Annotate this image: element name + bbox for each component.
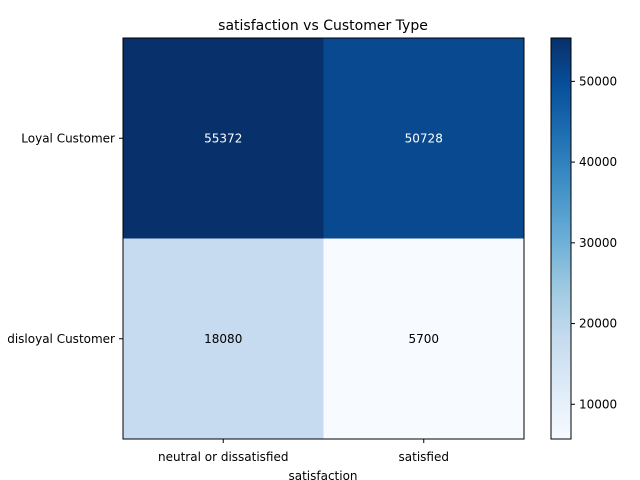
cell-labels: 55372 50728 18080 5700	[204, 131, 443, 346]
plot-frame	[122, 37, 525, 440]
y-axis: Loyal Customer disloyal Customer	[7, 131, 123, 346]
x-tick-label: satisfied	[399, 450, 449, 464]
x-axis-label: satisfaction	[288, 469, 357, 480]
colorbar-tick-label: 40000	[579, 155, 617, 169]
heatmap-cell	[123, 238, 324, 439]
x-axis: neutral or dissatisfied satisfied	[158, 439, 449, 464]
cell-value-label: 55372	[204, 131, 242, 145]
heatmap-cell	[323, 38, 524, 239]
cell-value-label: 18080	[204, 332, 242, 346]
x-tick-label: neutral or dissatisfied	[158, 450, 288, 464]
heatmap-cell	[123, 38, 324, 239]
heatmap-cell	[323, 238, 524, 439]
y-tick-label: Loyal Customer	[21, 131, 115, 145]
cell-value-label: 50728	[405, 131, 443, 145]
colorbar-tick-label: 20000	[579, 317, 617, 331]
colorbar-tick-label: 30000	[579, 236, 617, 250]
cell-value-label: 5700	[408, 332, 439, 346]
colorbar	[550, 37, 572, 440]
colorbar-ticks: 10000 20000 30000 40000 50000	[571, 74, 617, 411]
y-tick-label: disloyal Customer	[7, 332, 115, 346]
colorbar-tick-label: 50000	[579, 74, 617, 88]
colorbar-tick-label: 10000	[579, 397, 617, 411]
heatmap-cells	[123, 38, 524, 439]
chart-title: satisfaction vs Customer Type	[218, 18, 428, 34]
